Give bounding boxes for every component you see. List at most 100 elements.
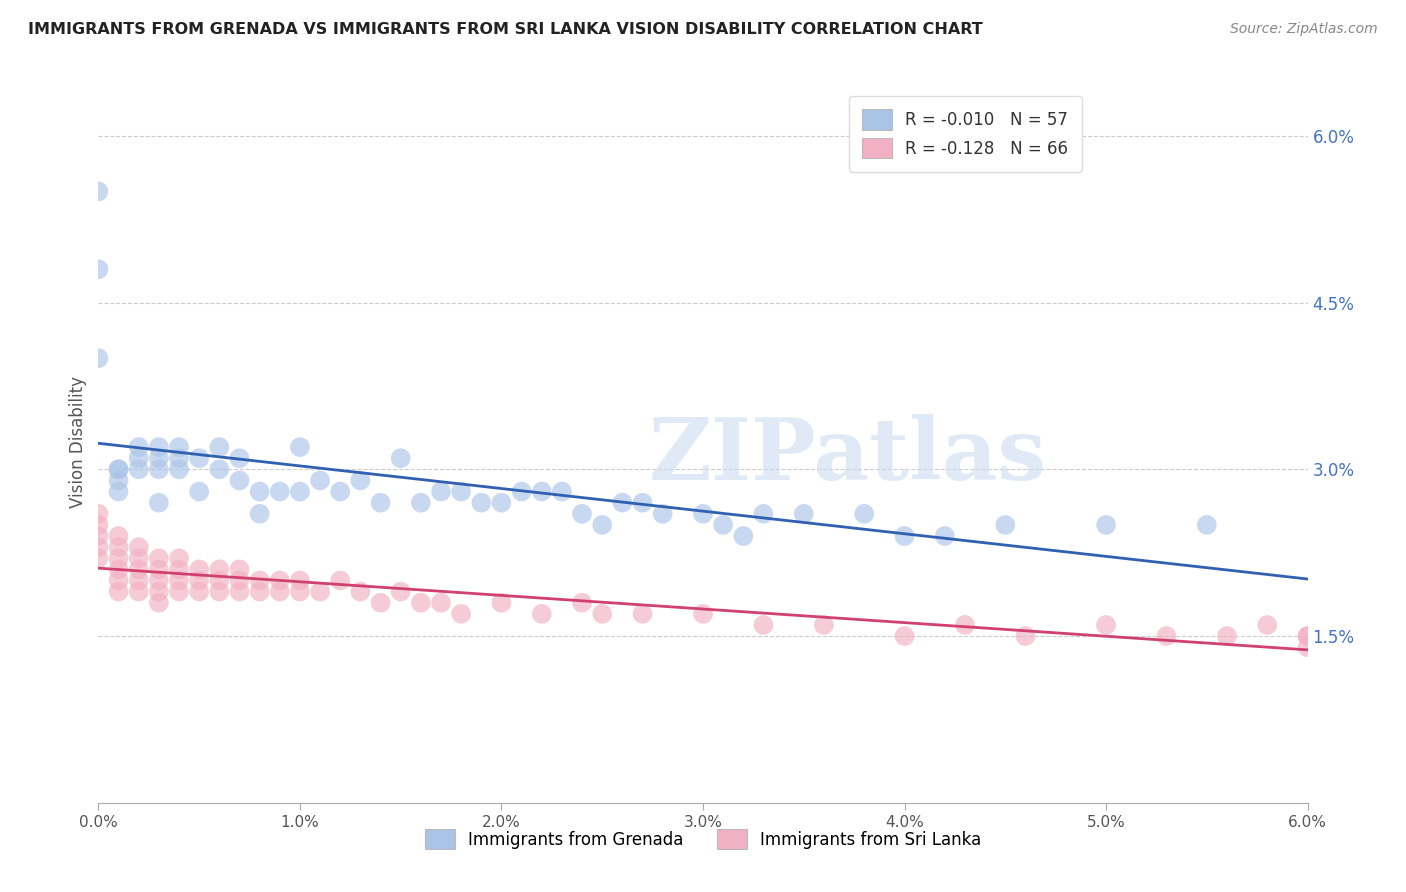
Point — [128, 451, 150, 466]
Point — [631, 607, 654, 621]
Point — [249, 484, 271, 499]
Point — [813, 618, 835, 632]
Point — [571, 507, 593, 521]
Point — [208, 562, 231, 576]
Point — [107, 484, 129, 499]
Point — [269, 574, 291, 588]
Point — [188, 562, 211, 576]
Point — [269, 584, 291, 599]
Point — [934, 529, 956, 543]
Point — [409, 496, 432, 510]
Point — [107, 462, 129, 476]
Point — [953, 618, 976, 632]
Point — [1095, 618, 1118, 632]
Point — [994, 517, 1017, 532]
Point — [329, 484, 352, 499]
Point — [288, 484, 311, 499]
Y-axis label: Vision Disability: Vision Disability — [69, 376, 87, 508]
Point — [450, 607, 472, 621]
Point — [107, 551, 129, 566]
Point — [288, 574, 311, 588]
Point — [1296, 640, 1319, 655]
Point — [128, 540, 150, 554]
Point — [188, 574, 211, 588]
Point — [107, 540, 129, 554]
Point — [148, 562, 170, 576]
Point — [107, 529, 129, 543]
Point — [87, 507, 110, 521]
Point — [188, 584, 211, 599]
Point — [853, 507, 876, 521]
Point — [349, 584, 371, 599]
Point — [228, 451, 250, 466]
Point — [208, 462, 231, 476]
Point — [107, 462, 129, 476]
Point — [430, 484, 453, 499]
Point — [491, 496, 513, 510]
Point — [612, 496, 634, 510]
Point — [651, 507, 673, 521]
Point — [148, 551, 170, 566]
Point — [470, 496, 492, 510]
Point — [309, 584, 332, 599]
Point — [167, 562, 190, 576]
Point — [167, 551, 190, 566]
Point — [107, 584, 129, 599]
Text: IMMIGRANTS FROM GRENADA VS IMMIGRANTS FROM SRI LANKA VISION DISABILITY CORRELATI: IMMIGRANTS FROM GRENADA VS IMMIGRANTS FR… — [28, 22, 983, 37]
Point — [87, 517, 110, 532]
Point — [1014, 629, 1036, 643]
Point — [188, 451, 211, 466]
Point — [349, 474, 371, 488]
Legend: Immigrants from Grenada, Immigrants from Sri Lanka: Immigrants from Grenada, Immigrants from… — [418, 822, 988, 856]
Point — [269, 484, 291, 499]
Point — [591, 607, 613, 621]
Point — [148, 440, 170, 454]
Point — [530, 607, 553, 621]
Point — [793, 507, 815, 521]
Point — [128, 584, 150, 599]
Point — [1296, 629, 1319, 643]
Point — [128, 551, 150, 566]
Point — [87, 551, 110, 566]
Point — [389, 584, 412, 599]
Point — [551, 484, 574, 499]
Point — [148, 596, 170, 610]
Point — [249, 574, 271, 588]
Point — [389, 451, 412, 466]
Point — [208, 574, 231, 588]
Point — [148, 496, 170, 510]
Point — [128, 440, 150, 454]
Point — [1256, 618, 1278, 632]
Point — [167, 440, 190, 454]
Point — [107, 562, 129, 576]
Point — [148, 584, 170, 599]
Point — [288, 584, 311, 599]
Point — [249, 584, 271, 599]
Point — [167, 584, 190, 599]
Point — [128, 562, 150, 576]
Point — [711, 517, 734, 532]
Point — [370, 596, 392, 610]
Point — [167, 451, 190, 466]
Point — [148, 451, 170, 466]
Point — [188, 484, 211, 499]
Point — [87, 529, 110, 543]
Point — [893, 629, 915, 643]
Point — [228, 474, 250, 488]
Point — [752, 507, 775, 521]
Point — [571, 596, 593, 610]
Point — [510, 484, 533, 499]
Point — [491, 596, 513, 610]
Point — [208, 440, 231, 454]
Point — [1095, 517, 1118, 532]
Point — [752, 618, 775, 632]
Point — [87, 351, 110, 366]
Point — [409, 596, 432, 610]
Point — [87, 262, 110, 277]
Point — [1195, 517, 1218, 532]
Point — [692, 507, 714, 521]
Point — [228, 562, 250, 576]
Point — [128, 574, 150, 588]
Point — [288, 440, 311, 454]
Point — [167, 462, 190, 476]
